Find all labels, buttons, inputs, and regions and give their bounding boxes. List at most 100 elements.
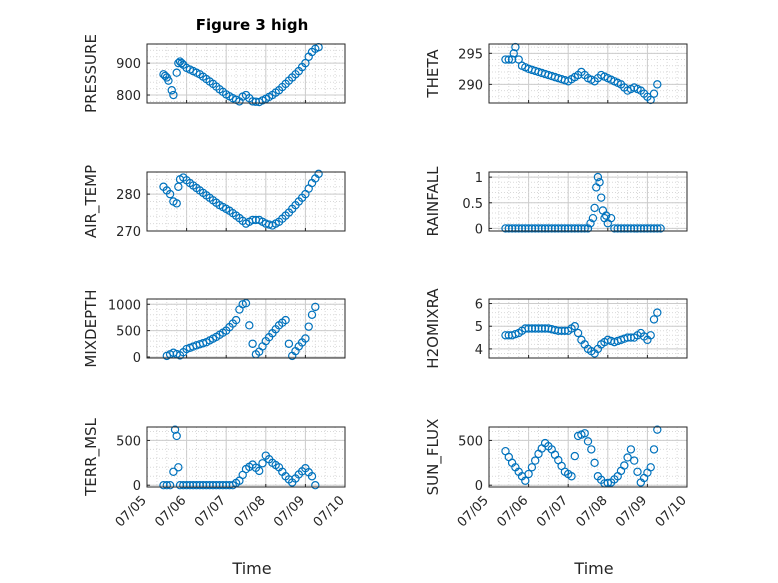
x-tick-label: 07/08 [232,493,269,530]
data-point [169,467,178,476]
y-tick-label: 500 [116,325,141,340]
subplot-pressure: 800 900 PRESSURE [82,34,346,113]
data-point [524,469,533,479]
x-tick-label: 07/05 [113,493,150,530]
data-point [258,459,267,468]
data-point [590,203,599,213]
data-point [307,310,317,320]
data-point [649,315,659,324]
x-tick-label: 07/08 [574,493,611,530]
data-point [162,481,171,490]
y-tick-label: 6 [475,298,483,313]
y-tick-label: 1000 [108,298,141,313]
data-point [587,445,596,454]
axes-box [146,171,346,232]
y-tick-label: 4 [475,343,483,358]
data-point [527,463,537,472]
subplot-terr-msl: 0 500 07/05 07/06 07/07 07/08 07/09 07/10 TERR_M… [82,417,348,530]
y-tick-label: 900 [116,57,141,72]
data-point [570,451,580,461]
data-point [527,224,537,233]
data-point [613,224,622,233]
data-point [281,315,290,325]
data-point [501,331,510,340]
y-tick-label: 500 [116,434,141,449]
y-tick-label: 0 [133,479,141,494]
data-point [626,445,636,454]
data-point [521,476,530,485]
plot-area [489,172,687,231]
subplot-rainfall: 0 0.5 1 RAINFALL [424,166,688,237]
data-point [544,224,553,233]
data-point [570,322,580,331]
y-tick-label: 5 [475,320,483,335]
y-axis-label: SUN_FLUX [424,419,443,496]
data-point [580,429,589,438]
data-point [586,219,595,228]
data-point [583,224,593,233]
data-point [593,172,603,182]
data-point [534,224,543,233]
data-point [307,472,317,481]
data-point [311,302,320,312]
data-point [577,224,586,233]
data-point [165,481,175,490]
data-point [656,224,665,233]
data-point [567,224,576,233]
plot-area [147,299,345,358]
data-point [245,321,254,330]
data-point [633,224,642,233]
data-point [620,461,629,470]
data-point [501,224,510,233]
data-point [167,86,176,95]
y-tick-label: 280 [116,188,141,203]
data-point [633,467,642,476]
data-point [653,80,662,89]
data-point [504,55,513,64]
data-point [301,334,310,343]
data-point [583,437,593,446]
data-point [547,224,556,233]
data-point [573,328,583,338]
data-point [311,481,320,490]
data-point [595,178,604,187]
data-point [174,58,183,68]
data-point [564,224,573,233]
data-point [169,90,178,100]
data-point [531,224,540,233]
data-point [601,211,611,220]
data-point [550,224,560,233]
data-point [531,456,540,465]
y-tick-label: 290 [458,78,483,93]
axes-box [488,43,688,104]
x-tick-label: 07/07 [534,493,571,530]
axes-box [146,298,346,359]
data-point [531,324,540,333]
x-axis-label-right: Time [573,559,613,578]
axes-box [146,43,346,104]
data-point [623,453,632,462]
data-point [646,463,655,472]
y-axis-label: AIR_TEMP [82,165,101,238]
subplot-mixdepth: 0 500 1000 MIXDEPTH [82,289,346,368]
data-point [653,224,662,233]
data-point [501,55,510,64]
x-tick-label: 07/05 [455,493,492,530]
data-point [164,76,173,85]
subplot-theta: 290 295 THETA [424,42,688,105]
data-point [597,193,606,202]
y-tick-label: 0 [133,351,141,366]
data-point [534,324,543,333]
subplot-h2omixra: 4 5 6 H2OMIXRA [424,288,688,369]
data-point [514,55,523,64]
data-point [643,224,652,233]
subplot-grid: 800 900 PRESSURE 290 295 THETA 270 280 AIR_TEMP 0… [82,34,690,530]
data-point [174,463,183,472]
x-tick-label: 07/09 [613,493,650,530]
data-point [304,322,313,331]
data-point [241,299,251,308]
y-tick-label: 270 [116,225,141,240]
x-tick-label: 07/10 [653,493,690,530]
y-tick-label: 0 [475,222,483,237]
data-point [653,425,662,434]
